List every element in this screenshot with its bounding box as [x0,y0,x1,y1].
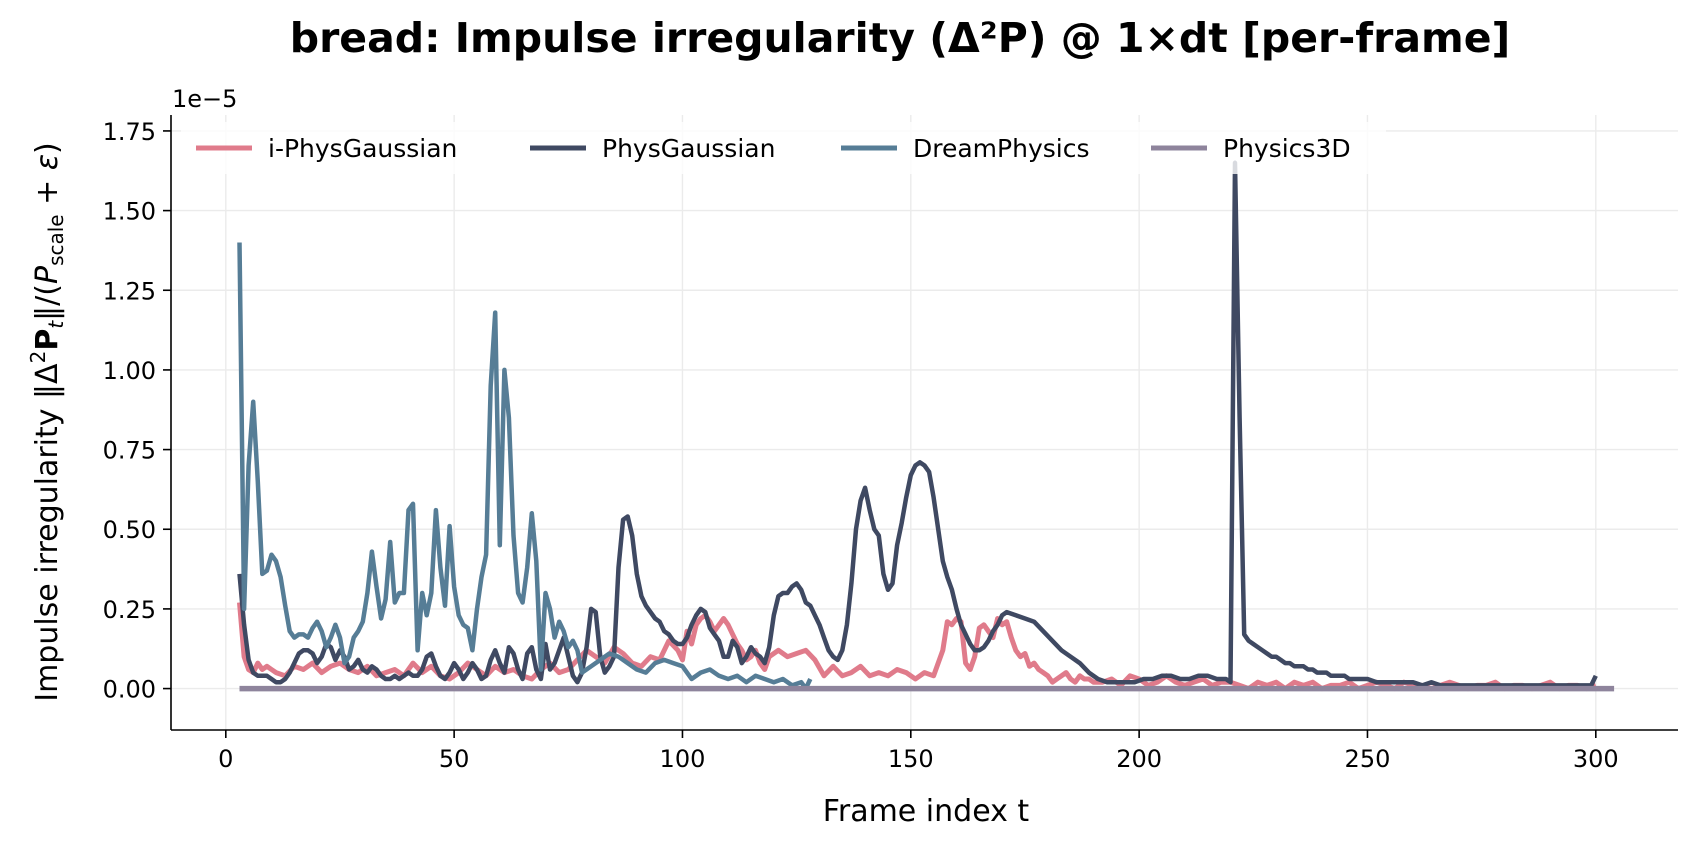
legend-label: DreamPhysics [913,134,1090,163]
legend-label: Physics3D [1223,134,1351,163]
axes [170,115,1678,731]
y-tick-label: 0.50 [103,516,156,544]
y-tick-label: 0.25 [103,596,156,624]
y-tick-label: 0.00 [103,676,156,704]
y-tick-label: 1.25 [103,277,156,305]
series-line-2 [237,242,813,691]
x-tick-label: 50 [439,745,470,773]
x-tick-label: 300 [1573,745,1619,773]
legend-label: PhysGaussian [602,134,775,163]
x-tick-label: 0 [218,745,233,773]
x-tick-label: 150 [888,745,934,773]
x-axis-label: Frame index t [823,794,1030,829]
y-tick-label: 0.75 [103,437,156,465]
y-tick-label: 1.50 [103,198,156,226]
x-tick-label: 100 [660,745,706,773]
ticks: 0 50 100 150 200 250 300 0.00 0.25 0.50 0.75 1.00 1.… [103,118,1619,773]
series-line-1 [237,160,1598,688]
legend-label: i-PhysGaussian [268,134,457,163]
x-tick-label: 250 [1345,745,1391,773]
y-offset-label: 1e−5 [172,85,237,113]
y-tick-label: 1.75 [103,118,156,146]
y-tick-label: 1.00 [103,357,156,385]
grid [171,115,1678,730]
chart-title: bread: Impulse irregularity (Δ²P) @ 1×dt… [289,14,1511,62]
y-axis-label: Impulse irregularity ‖Δ2Pt‖/(Pscale + ε) [26,142,68,702]
legend: i-PhysGaussian PhysGaussian DreamPhysics Ph… [181,122,1386,174]
x-tick-label: 200 [1116,745,1162,773]
series-lines [237,160,1615,692]
